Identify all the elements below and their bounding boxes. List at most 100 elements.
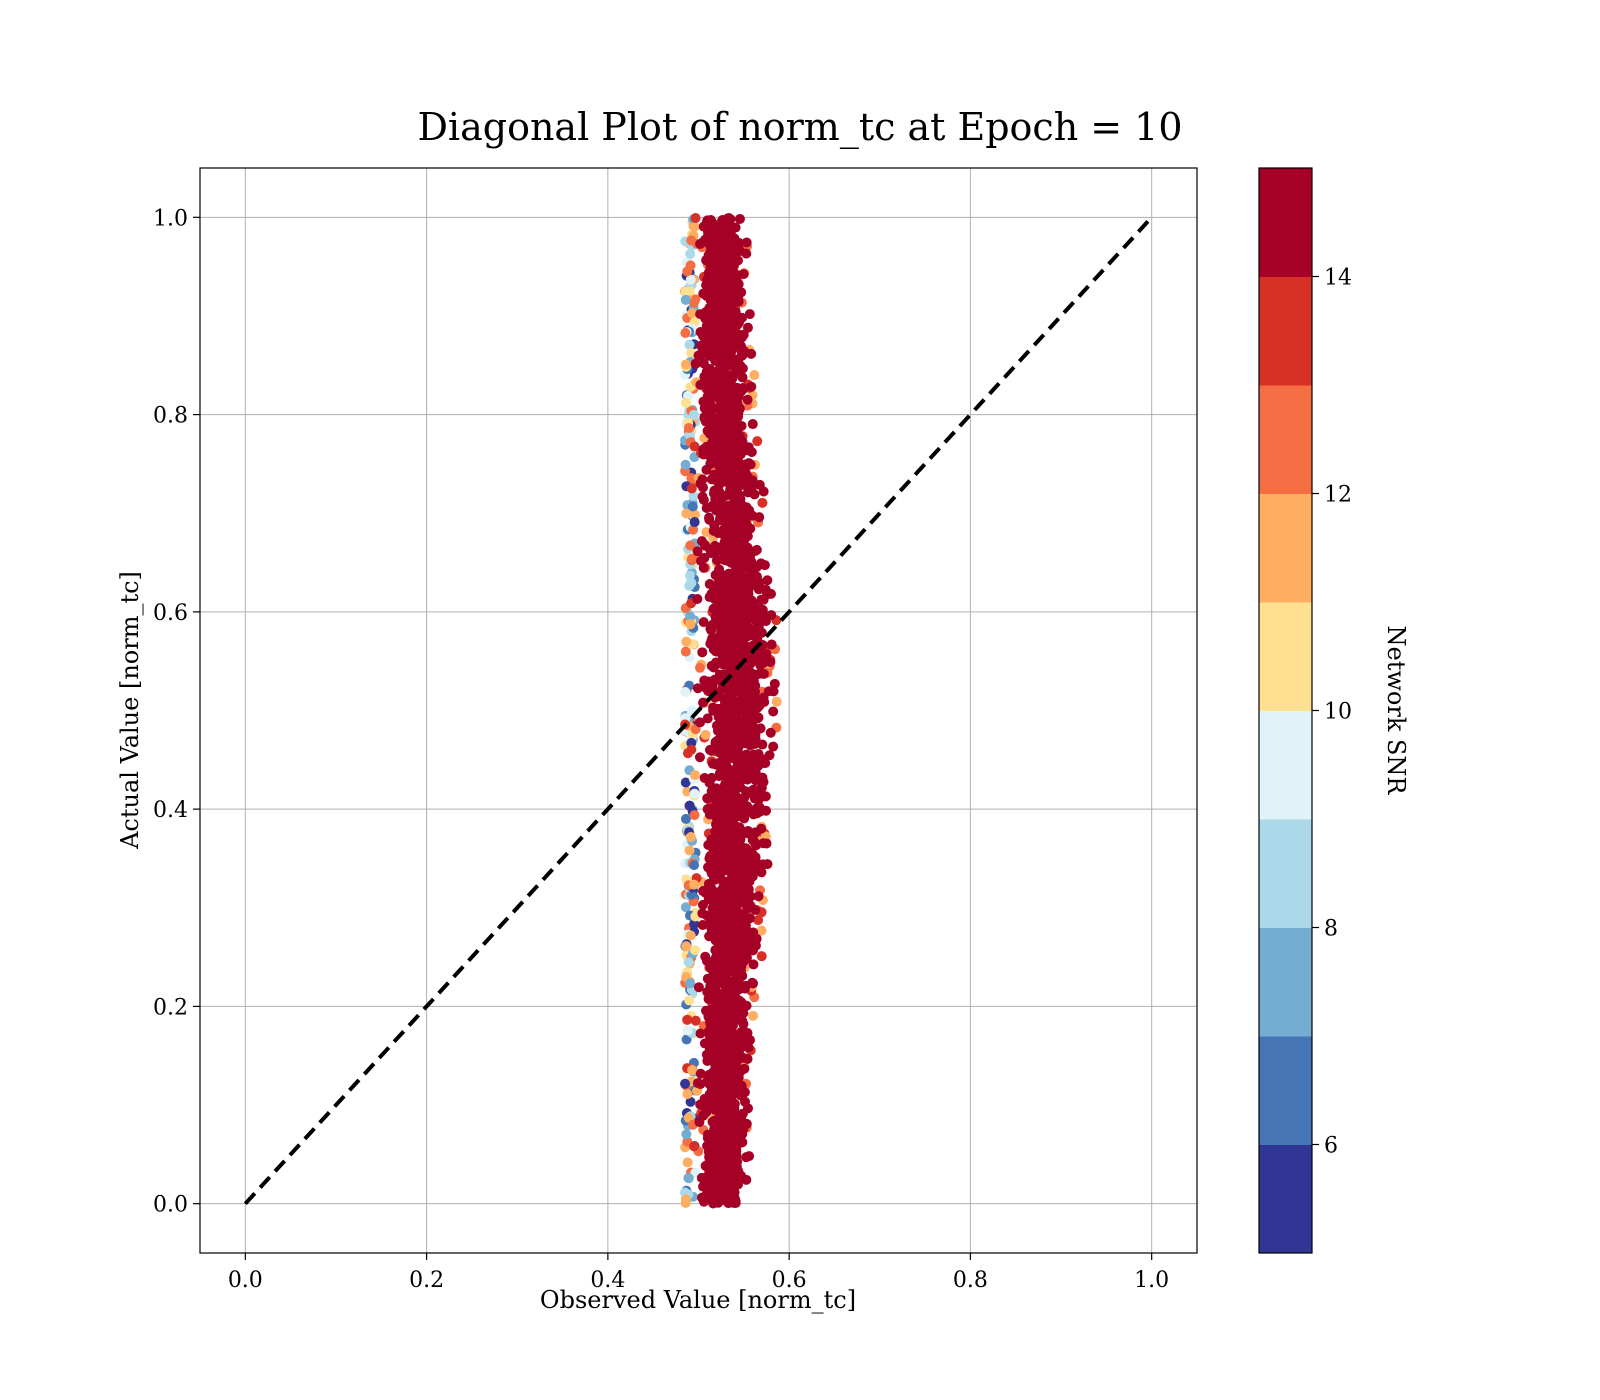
scatter-point	[711, 372, 722, 383]
scatter-point	[744, 309, 755, 320]
scatter-point	[696, 348, 707, 359]
scatter-point	[681, 941, 692, 952]
scatter-point	[754, 668, 765, 679]
scatter-point	[685, 611, 696, 622]
scatter-point	[716, 952, 727, 963]
scatter-point	[689, 860, 700, 871]
scatter-point	[697, 919, 708, 930]
scatter-point	[750, 686, 761, 697]
scatter-point	[705, 1077, 716, 1088]
scatter-point	[715, 457, 726, 468]
scatter-point	[736, 436, 747, 447]
colorbar-segment	[1259, 1144, 1312, 1254]
scatter-point	[746, 668, 757, 679]
scatter-point	[742, 774, 753, 785]
scatter-point	[716, 1175, 727, 1186]
scatter-point	[733, 464, 744, 475]
scatter-point	[730, 766, 741, 777]
scatter-point	[746, 348, 757, 359]
scatter-point	[706, 917, 717, 928]
scatter-point	[692, 594, 703, 605]
scatter-point	[726, 344, 737, 355]
scatter-point	[744, 505, 755, 516]
scatter-point	[740, 920, 751, 931]
scatter-point	[738, 1019, 749, 1030]
scatter-point	[739, 639, 750, 650]
colorbar-segment	[1259, 493, 1312, 603]
scatter-point	[719, 1146, 730, 1157]
scatter-point	[720, 1049, 731, 1060]
scatter-point	[714, 658, 725, 669]
scatter-point	[738, 1052, 749, 1063]
scatter-point	[761, 838, 772, 849]
scatter-point	[725, 1162, 736, 1173]
scatter-point	[692, 683, 703, 694]
scatter-point	[709, 540, 720, 551]
scatter-point	[744, 629, 755, 640]
y-tick-label: 0.4	[153, 798, 188, 823]
scatter-point	[723, 473, 734, 484]
scatter-point	[723, 1198, 734, 1209]
scatter-point	[711, 555, 722, 566]
scatter-point	[759, 560, 770, 571]
scatter-point	[689, 297, 700, 308]
scatter-point	[728, 907, 739, 918]
colorbar-segment	[1259, 168, 1312, 277]
scatter-point	[742, 322, 753, 333]
scatter-point	[732, 295, 743, 306]
scatter-point	[729, 360, 740, 371]
scatter-point	[684, 580, 695, 591]
scatter-point	[682, 1014, 693, 1025]
scatter-point	[680, 286, 691, 297]
scatter-point	[700, 234, 711, 245]
scatter-point	[726, 387, 737, 398]
scatter-point	[689, 517, 700, 528]
scatter-point	[758, 692, 769, 703]
scatter-point	[748, 959, 759, 970]
scatter-point	[692, 546, 703, 557]
scatter-point	[762, 575, 773, 586]
scatter-point	[747, 419, 758, 430]
scatter-point	[736, 529, 747, 540]
y-tick-label: 0.6	[153, 601, 188, 626]
scatter-point	[729, 425, 740, 436]
x-axis-label: Observed Value [norm_tc]	[540, 1286, 856, 1314]
x-tick-label: 0.2	[409, 1268, 444, 1293]
scatter-point	[692, 1078, 703, 1089]
scatter-point	[715, 1190, 726, 1201]
scatter-point	[726, 831, 737, 842]
scatter-point	[753, 795, 764, 806]
y-axis-label: Actual Value [norm_tc]	[116, 571, 144, 850]
scatter-point	[730, 1039, 741, 1050]
scatter-point	[680, 902, 691, 913]
scatter-point	[689, 509, 700, 520]
scatter-point	[712, 483, 723, 494]
scatter-point	[753, 580, 764, 591]
scatter-point	[697, 647, 708, 658]
scatter-point	[685, 540, 696, 551]
scatter-point	[743, 589, 754, 600]
scatter-point	[680, 646, 691, 657]
scatter-point	[722, 234, 733, 245]
scatter-point	[704, 366, 715, 377]
scatter-point	[685, 930, 696, 941]
scatter-point	[719, 722, 730, 733]
scatter-point	[719, 315, 730, 326]
scatter-point	[712, 1017, 723, 1028]
scatter-point	[682, 1157, 693, 1168]
scatter-point	[732, 1179, 743, 1190]
scatter-point	[765, 657, 776, 668]
scatter-point	[732, 561, 743, 572]
scatter-point	[695, 1028, 706, 1039]
scatter-point	[753, 915, 764, 926]
scatter-point	[682, 266, 693, 277]
scatter-point	[695, 478, 706, 489]
scatter-point	[703, 878, 714, 889]
scatter-point	[711, 861, 722, 872]
scatter-point	[717, 797, 728, 808]
scatter-point	[732, 888, 743, 899]
diagonal-reference-line	[243, 215, 1154, 1206]
scatter-point	[734, 928, 745, 939]
scatter-point	[715, 362, 726, 373]
